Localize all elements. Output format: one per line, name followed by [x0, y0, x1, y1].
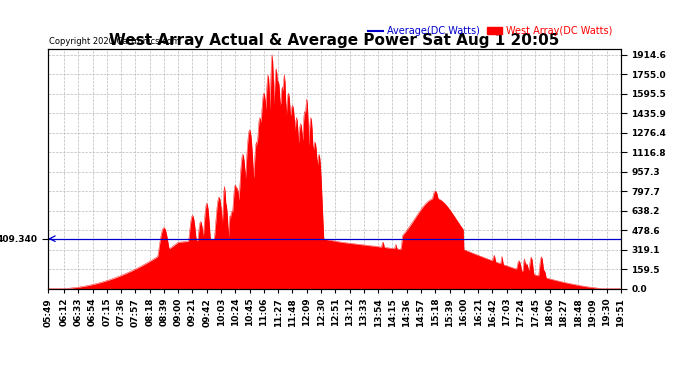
- Text: Copyright 2020 Cartronics.com: Copyright 2020 Cartronics.com: [49, 38, 180, 46]
- Legend: Average(DC Watts), West Array(DC Watts): Average(DC Watts), West Array(DC Watts): [364, 22, 616, 40]
- Title: West Array Actual & Average Power Sat Aug 1 20:05: West Array Actual & Average Power Sat Au…: [110, 33, 560, 48]
